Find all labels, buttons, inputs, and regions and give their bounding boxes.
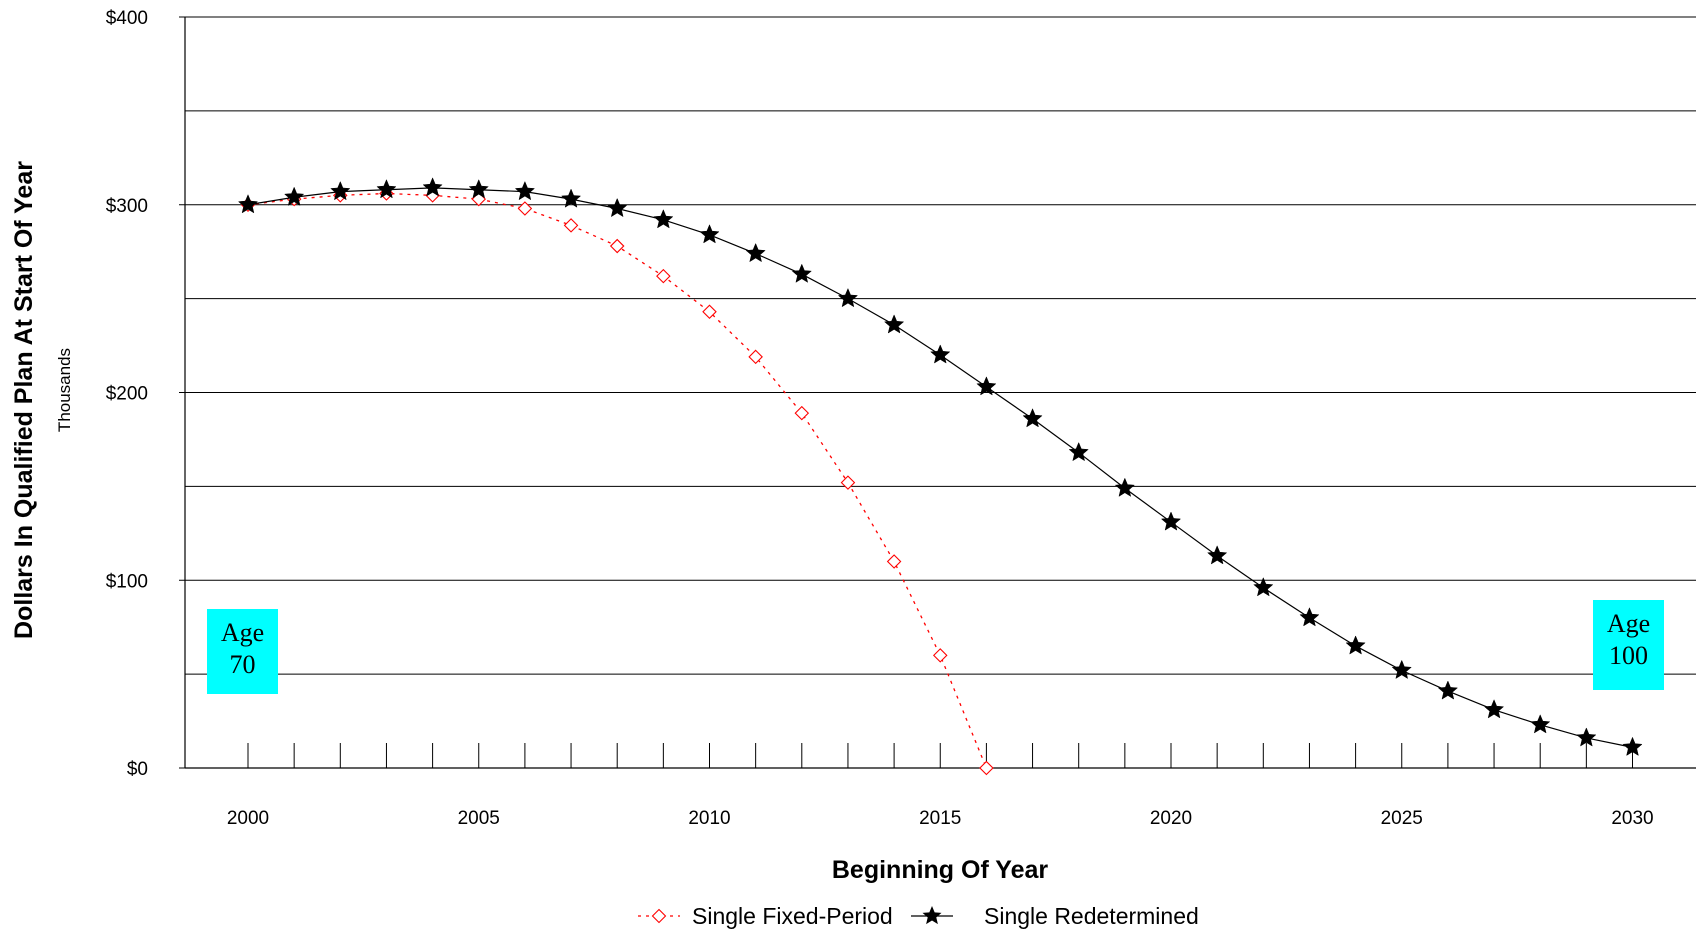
data-point bbox=[1437, 680, 1459, 700]
y-axis-unit: Thousands bbox=[55, 348, 74, 432]
data-point bbox=[794, 405, 810, 421]
x-tick-label: 2030 bbox=[1611, 808, 1653, 829]
data-point bbox=[1068, 441, 1089, 462]
annotations: Age 70 Age 100 bbox=[207, 600, 1664, 694]
data-point bbox=[883, 314, 905, 334]
x-axis-title: Beginning Of Year bbox=[832, 856, 1049, 884]
y-tick-label: $0 bbox=[127, 759, 148, 780]
data-point bbox=[1391, 659, 1412, 679]
y-tick-label: $400 bbox=[106, 8, 148, 29]
y-tick-label: $100 bbox=[106, 571, 148, 592]
series-layer bbox=[237, 177, 1643, 776]
x-tick-label: 2000 bbox=[227, 808, 269, 829]
data-point bbox=[976, 376, 997, 396]
data-point bbox=[563, 218, 579, 233]
data-point bbox=[791, 263, 812, 283]
data-point bbox=[517, 201, 533, 216]
data-point bbox=[1622, 736, 1643, 756]
legend-item: Single Fixed-Period bbox=[638, 903, 893, 929]
data-point bbox=[1022, 408, 1043, 428]
data-point bbox=[1345, 635, 1366, 655]
legend-marker bbox=[922, 906, 942, 925]
age-annotation-line1: Age bbox=[1607, 609, 1650, 638]
data-point bbox=[514, 180, 536, 201]
x-tick-label: 2025 bbox=[1381, 808, 1423, 829]
data-point bbox=[840, 475, 856, 490]
age-annotation-box bbox=[1593, 600, 1664, 690]
data-point bbox=[745, 242, 766, 263]
x-tick-labels: 2000 2005 2010 2015 2020 2025 2030 bbox=[227, 808, 1654, 829]
data-point bbox=[699, 224, 720, 244]
data-point bbox=[886, 554, 902, 569]
data-point bbox=[609, 238, 625, 254]
x-tick-label: 2020 bbox=[1150, 808, 1192, 829]
series-line bbox=[247, 192, 988, 769]
data-point bbox=[1207, 545, 1228, 565]
data-point bbox=[930, 344, 951, 364]
age-annotation: Age 100 bbox=[1593, 600, 1664, 690]
legend-item: Single Redetermined bbox=[911, 903, 1199, 929]
data-point bbox=[1576, 727, 1597, 747]
data-point bbox=[932, 648, 948, 663]
data-point bbox=[237, 194, 259, 214]
data-point bbox=[979, 760, 994, 776]
y-tick-labels: $0 $100 $200 $300 $400 bbox=[106, 8, 148, 780]
data-point bbox=[1299, 607, 1320, 627]
y-tick-label: $200 bbox=[106, 384, 148, 405]
y-axis-title: Dollars In Qualified Plan At Start Of Ye… bbox=[10, 161, 38, 639]
series-line bbox=[247, 187, 1633, 748]
age-annotation-line1: Age bbox=[221, 618, 264, 647]
data-point bbox=[1483, 699, 1505, 719]
y-tick-label: $300 bbox=[106, 196, 148, 217]
data-point bbox=[1160, 511, 1182, 531]
data-point bbox=[376, 179, 397, 199]
x-tick-label: 2010 bbox=[688, 808, 730, 829]
series-single-fixed-period bbox=[240, 186, 994, 776]
age-annotation-line2: 70 bbox=[230, 650, 256, 679]
age-annotation-box bbox=[207, 609, 278, 694]
gridlines bbox=[179, 16, 1696, 769]
data-point bbox=[330, 180, 351, 201]
age-annotation-line2: 100 bbox=[1609, 641, 1648, 670]
age-annotation: Age 70 bbox=[207, 609, 278, 694]
x-tick-label: 2015 bbox=[919, 808, 961, 829]
x-tick-label: 2005 bbox=[458, 808, 500, 829]
data-point bbox=[607, 197, 628, 218]
data-point bbox=[702, 304, 717, 320]
series-single-redetermined bbox=[237, 177, 1643, 756]
data-point bbox=[1114, 477, 1135, 497]
data-point bbox=[284, 186, 305, 206]
data-point bbox=[1253, 577, 1274, 597]
data-point bbox=[837, 287, 859, 308]
data-point bbox=[1530, 714, 1551, 734]
data-point bbox=[560, 188, 582, 208]
data-point bbox=[656, 268, 671, 284]
data-point bbox=[468, 179, 489, 199]
legend: Single Fixed-Period Single Redetermined bbox=[638, 903, 1199, 929]
legend-label: Single Redetermined bbox=[984, 903, 1199, 929]
data-point bbox=[748, 349, 763, 365]
data-point bbox=[653, 209, 674, 229]
legend-label: Single Fixed-Period bbox=[692, 903, 893, 929]
data-point bbox=[422, 177, 443, 197]
legend-marker bbox=[651, 908, 667, 924]
